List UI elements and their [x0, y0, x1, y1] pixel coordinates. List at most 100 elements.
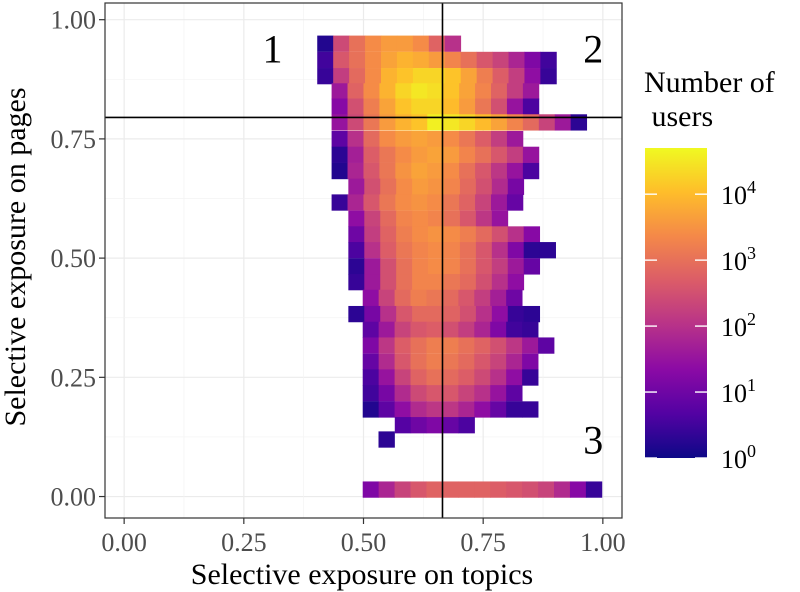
heatmap-cell: [490, 337, 507, 354]
heatmap-cell: [539, 242, 556, 259]
heatmap-cell: [363, 194, 380, 211]
heatmap-cell: [506, 162, 524, 180]
heatmap-cell: [491, 98, 508, 115]
heatmap-cell: [378, 369, 395, 386]
heatmap-cell: [459, 130, 476, 148]
heatmap-cell: [442, 369, 459, 386]
heatmap-cell: [396, 226, 413, 243]
heatmap-cell: [426, 369, 443, 386]
heatmap-cell: [522, 83, 540, 100]
legend-tick-label-exponent: 3: [747, 243, 756, 263]
heatmap-cell: [490, 385, 507, 402]
heatmap-cell: [412, 305, 429, 323]
heatmap-cell: [378, 321, 395, 338]
heatmap-cell: [427, 98, 444, 115]
y-axis-title: Selective exposure on pages: [0, 87, 32, 426]
heatmap-cell: [458, 417, 475, 434]
heatmap-cell: [396, 242, 413, 259]
heatmap-cell: [427, 194, 444, 211]
heatmap-cell: [459, 274, 477, 291]
heatmap-cell: [395, 162, 412, 180]
reference-lines: [105, 3, 622, 518]
heatmap-cell: [507, 242, 525, 259]
heatmap-cell: [348, 274, 365, 291]
heatmap-cell: [506, 385, 523, 402]
heatmap-cell: [458, 353, 475, 370]
heatmap-cell: [508, 68, 525, 85]
heatmap-cell: [458, 401, 475, 418]
heatmap-cell: [362, 369, 380, 386]
heatmap-cell: [522, 321, 539, 338]
legend-tick-label: 100: [721, 441, 756, 474]
heatmap-cell: [475, 226, 493, 243]
heatmap-cell: [363, 83, 380, 100]
legend-tick-label-base: 10: [721, 313, 747, 342]
heatmap-cell: [459, 83, 476, 100]
heatmap-cell: [507, 305, 525, 323]
heatmap-cell: [426, 481, 443, 498]
heatmap-cell: [396, 35, 414, 52]
heatmap-cell: [349, 68, 366, 85]
heatmap-cell: [443, 274, 461, 291]
region-label-1: 1: [263, 26, 283, 71]
heatmap-cell: [380, 226, 397, 243]
heatmap-cell: [474, 369, 491, 386]
heatmap-cell: [378, 289, 395, 307]
heatmap-cell: [538, 481, 555, 498]
heatmap-cell: [412, 274, 429, 291]
legend-title-line-2: users: [644, 100, 713, 133]
heatmap-cell: [364, 258, 381, 275]
heatmap-cell: [491, 242, 509, 259]
heatmap-cell: [428, 68, 446, 85]
heatmap-cell: [380, 68, 398, 85]
heatmap-cell: [459, 194, 476, 211]
heatmap-cell: [443, 114, 460, 131]
heatmap-cell: [331, 114, 348, 131]
y-tick-label: 0.00: [51, 483, 97, 512]
legend-title-line-1: Number of: [644, 66, 775, 99]
heatmap-cell: [331, 194, 348, 211]
heatmap-cell: [476, 51, 493, 69]
heatmap-cell: [380, 35, 398, 52]
heatmap-cell: [443, 242, 461, 259]
heatmap-cell: [410, 289, 427, 307]
legend-tick-label-base: 10: [721, 379, 747, 408]
heatmap-cell: [363, 146, 380, 163]
heatmap-cell: [394, 321, 411, 338]
heatmap-cell: [380, 305, 397, 323]
heatmap-cell: [394, 481, 411, 498]
heatmap-cell: [443, 98, 460, 115]
heatmap-cell: [475, 274, 493, 291]
heatmap-cell: [427, 114, 444, 131]
region-label-3: 3: [583, 417, 603, 462]
heatmap-cell: [459, 114, 476, 131]
heatmap-cell: [364, 178, 381, 195]
heatmap-cell: [317, 35, 334, 52]
heatmap-cell: [442, 401, 459, 418]
heatmap-cell: [491, 146, 508, 163]
heatmap-cell: [348, 210, 365, 227]
heatmap-cell: [349, 35, 366, 52]
heatmap-cell: [570, 114, 588, 131]
heatmap-cell: [475, 114, 492, 131]
heatmap-cell: [459, 258, 477, 275]
heatmap-cell: [443, 305, 461, 323]
heatmap-cell: [364, 210, 381, 227]
heatmap-cell: [410, 401, 427, 418]
heatmap-cell: [331, 146, 348, 163]
y-tick-label: 0.50: [51, 244, 97, 273]
heatmap-cell: [491, 226, 509, 243]
heatmap-cell: [347, 162, 364, 180]
x-axis-title: Selective exposure on topics: [191, 558, 533, 591]
heatmap-cell: [348, 305, 365, 323]
heatmap-cell: [540, 68, 557, 85]
heatmap-cell: [442, 353, 459, 370]
heatmap-cell: [476, 68, 493, 85]
heatmap-cell: [427, 130, 444, 148]
heatmap-cell: [523, 305, 541, 323]
heatmap-cell: [523, 242, 541, 259]
heatmap-cell: [347, 130, 364, 148]
heatmap-cell: [380, 258, 397, 275]
heatmap-cell: [378, 385, 395, 402]
heatmap-cell: [396, 210, 413, 227]
